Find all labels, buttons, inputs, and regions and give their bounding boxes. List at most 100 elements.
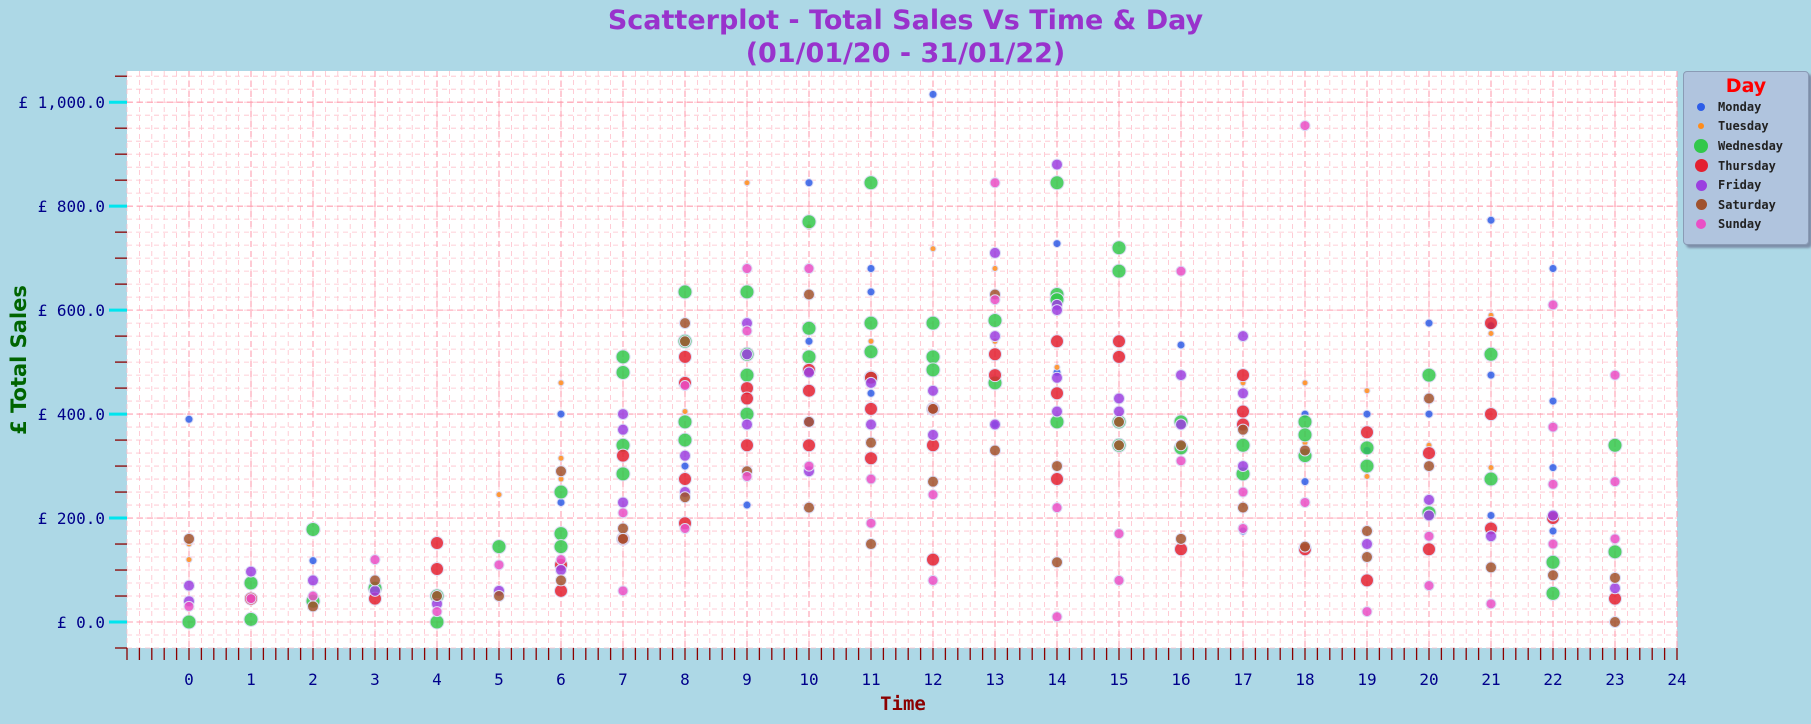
data-point-thursday [802, 438, 816, 453]
data-point-sunday [1113, 528, 1125, 540]
data-point-saturday [555, 465, 567, 478]
data-point-friday [927, 384, 939, 397]
legend-item-sunday: Sunday [1684, 215, 1808, 235]
data-point-wednesday [925, 362, 941, 378]
data-point-sunday [1051, 611, 1063, 623]
data-point-wednesday [1421, 367, 1437, 383]
data-point-monday [1176, 340, 1186, 350]
data-point-saturday [1237, 501, 1249, 514]
data-point-wednesday [677, 414, 693, 430]
data-point-thursday [430, 535, 444, 550]
data-point-wednesday [615, 349, 631, 365]
data-point-sunday [803, 460, 815, 472]
data-point-sunday [1175, 265, 1187, 277]
y-tick-label: £ 0.0 [57, 613, 105, 632]
data-point-monday [1548, 463, 1558, 473]
data-point-thursday [1236, 368, 1250, 383]
data-point-tuesday [1301, 379, 1309, 387]
data-point-thursday [1484, 316, 1498, 331]
data-point-sunday [927, 489, 939, 501]
data-point-monday [1052, 239, 1062, 249]
data-point-wednesday [1297, 427, 1313, 443]
data-point-friday [1547, 509, 1559, 522]
data-point-sunday [617, 585, 629, 597]
data-point-saturday [1547, 569, 1559, 582]
legend-item-saturday: Saturday [1684, 195, 1808, 215]
data-point-monday [1424, 318, 1434, 328]
data-point-thursday [864, 451, 878, 466]
data-point-tuesday [1487, 464, 1495, 472]
data-point-thursday [740, 391, 754, 406]
data-point-friday [1609, 582, 1621, 595]
data-point-thursday [1360, 573, 1374, 588]
data-point-monday [1300, 477, 1310, 487]
data-point-friday [679, 449, 691, 462]
data-point-monday [1548, 526, 1558, 536]
data-point-friday [555, 564, 567, 577]
data-point-wednesday [181, 614, 197, 630]
data-point-saturday [927, 475, 939, 488]
data-point-wednesday [1297, 414, 1313, 430]
data-point-sunday [1175, 455, 1187, 467]
data-point-wednesday [1607, 437, 1623, 453]
data-point-wednesday [925, 349, 941, 365]
legend-marker-icon [1694, 138, 1708, 153]
data-point-sunday [431, 606, 443, 618]
data-point-sunday [1299, 496, 1311, 508]
data-point-friday [1423, 493, 1435, 506]
data-point-saturday [927, 402, 939, 415]
data-point-wednesday [305, 521, 321, 537]
x-tick-label: 0 [184, 670, 194, 689]
data-point-thursday [430, 561, 444, 576]
y-axis-label: £ Total Sales [7, 285, 31, 435]
data-point-thursday [802, 383, 816, 398]
data-point-saturday [1609, 571, 1621, 584]
x-tick-label: 16 [1171, 670, 1190, 689]
x-axis-label: Time [880, 693, 926, 715]
data-point-saturday [1361, 551, 1373, 564]
legend-marker-icon [1697, 102, 1705, 111]
data-point-tuesday [557, 454, 565, 462]
y-tick-label: £ 1,000.0 [18, 93, 105, 112]
data-point-saturday [1113, 415, 1125, 428]
data-point-monday [556, 409, 566, 419]
data-point-sunday [865, 517, 877, 529]
legend-item-monday: Monday [1684, 97, 1808, 117]
data-point-wednesday [553, 526, 569, 542]
legend-title: Day [1725, 75, 1767, 97]
legend-marker-icon [1698, 123, 1704, 130]
data-point-friday [307, 574, 319, 587]
data-point-sunday [183, 600, 195, 612]
data-point-sunday [679, 379, 691, 391]
data-point-sunday [741, 325, 753, 337]
y-tick-label: £ 400.0 [38, 405, 105, 424]
data-point-thursday [678, 472, 692, 487]
data-point-friday [1423, 509, 1435, 522]
data-point-saturday [1609, 616, 1621, 629]
data-point-sunday [741, 470, 753, 482]
data-point-thursday [864, 401, 878, 416]
x-tick-label: 17 [1233, 670, 1252, 689]
data-point-thursday [616, 448, 630, 463]
data-point-friday [865, 376, 877, 389]
data-point-tuesday [1363, 472, 1371, 480]
legend-item-label: Friday [1718, 178, 1762, 193]
x-tick-label: 8 [680, 670, 690, 689]
data-point-tuesday [1487, 330, 1495, 338]
data-point-friday [183, 579, 195, 592]
data-point-thursday [1050, 334, 1064, 349]
data-point-wednesday [863, 175, 879, 191]
data-point-friday [1237, 330, 1249, 343]
data-point-friday [989, 418, 1001, 431]
data-point-sunday [1299, 120, 1311, 132]
data-point-sunday [1113, 574, 1125, 586]
data-point-friday [245, 565, 257, 578]
data-point-saturday [803, 288, 815, 301]
data-point-tuesday [1053, 363, 1061, 371]
data-point-sunday [1423, 530, 1435, 542]
data-point-monday [1362, 409, 1372, 419]
data-point-friday [1051, 371, 1063, 384]
x-tick-label: 7 [618, 670, 628, 689]
x-tick-label: 5 [494, 670, 504, 689]
data-point-sunday [989, 177, 1001, 189]
